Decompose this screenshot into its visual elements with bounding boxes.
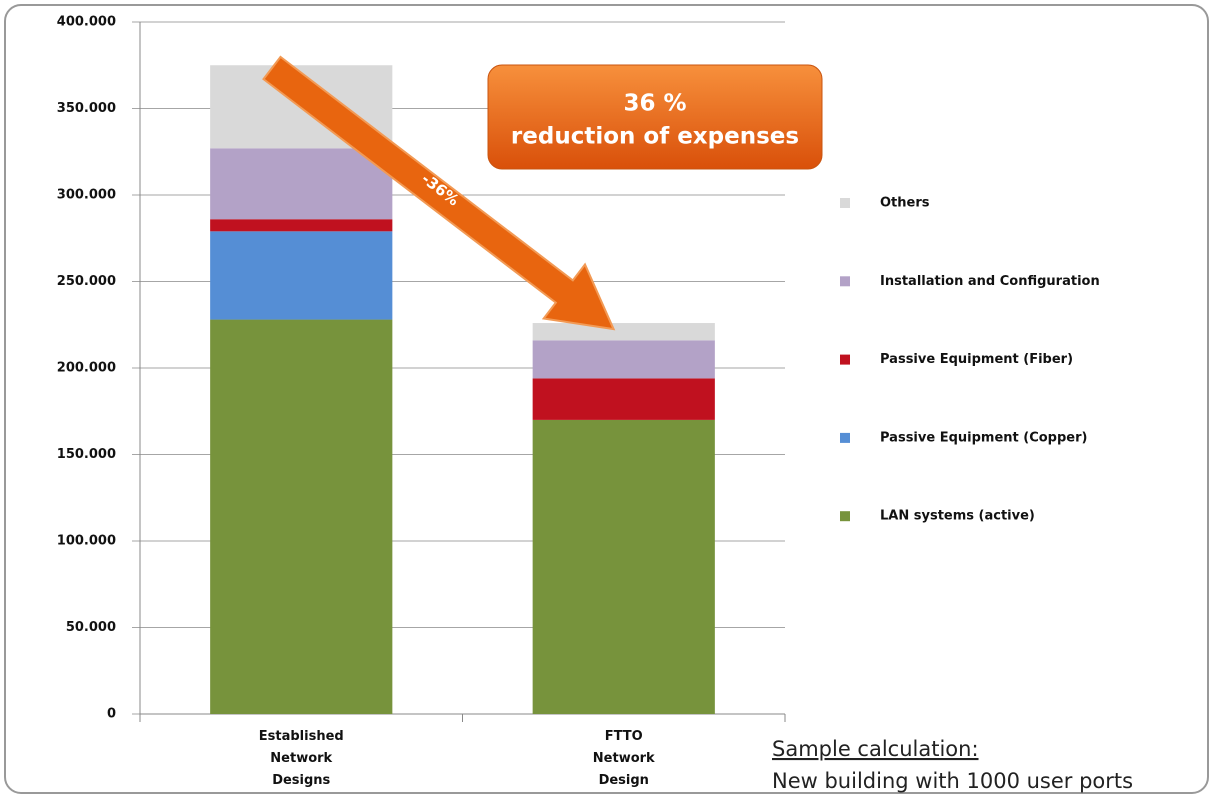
callout-box — [487, 64, 823, 170]
arrow — [262, 55, 616, 331]
legend-swatch — [840, 354, 850, 365]
y-tick-label: 350.000 — [57, 101, 116, 116]
x-tick-label: Established Network Designs — [259, 729, 344, 788]
y-tick-label: 150.000 — [57, 447, 116, 462]
x-tick-label: FTTO Network Design — [593, 729, 655, 788]
footnote-text: New building with 1000 user ports — [772, 769, 1133, 793]
bar-segment — [532, 340, 715, 379]
frame — [4, 4, 1209, 794]
legend-label: Others — [880, 196, 930, 211]
legend-swatch — [840, 198, 850, 208]
legend-label: Passive Equipment (Fiber) — [880, 352, 1073, 367]
footnote-heading: Sample calculation: — [772, 737, 979, 761]
legend-swatch — [840, 432, 850, 443]
callout-value: 36 % — [623, 91, 686, 117]
bar-segment — [210, 319, 393, 714]
legend-label: Installation and Configuration — [880, 274, 1100, 289]
plot: 0 50.000 100.000 150.000 200.000 250.000 300.0… — [57, 15, 1100, 788]
y-tick-label: 100.000 — [57, 534, 116, 549]
legend-label: LAN systems (active) — [880, 509, 1035, 524]
legend-swatch — [840, 511, 850, 522]
y-tick-label: 250.000 — [57, 274, 116, 289]
bar-segment — [210, 219, 393, 232]
bar-segment — [210, 231, 393, 320]
y-tick-label: 300.000 — [57, 188, 116, 203]
y-tick-label: 50.000 — [66, 620, 116, 635]
bar-segment — [532, 419, 715, 714]
bar-segment — [532, 323, 715, 341]
y-tick-label: 0 — [107, 707, 116, 722]
legend-swatch — [840, 276, 850, 287]
bar-segment — [532, 378, 715, 420]
y-tick-label: 200.000 — [57, 361, 116, 376]
legend-label: Passive Equipment (Copper) — [880, 430, 1087, 445]
callout-text: reduction of expenses — [511, 124, 799, 150]
bar-segment — [210, 148, 393, 220]
y-tick-label: 400.000 — [57, 15, 116, 30]
